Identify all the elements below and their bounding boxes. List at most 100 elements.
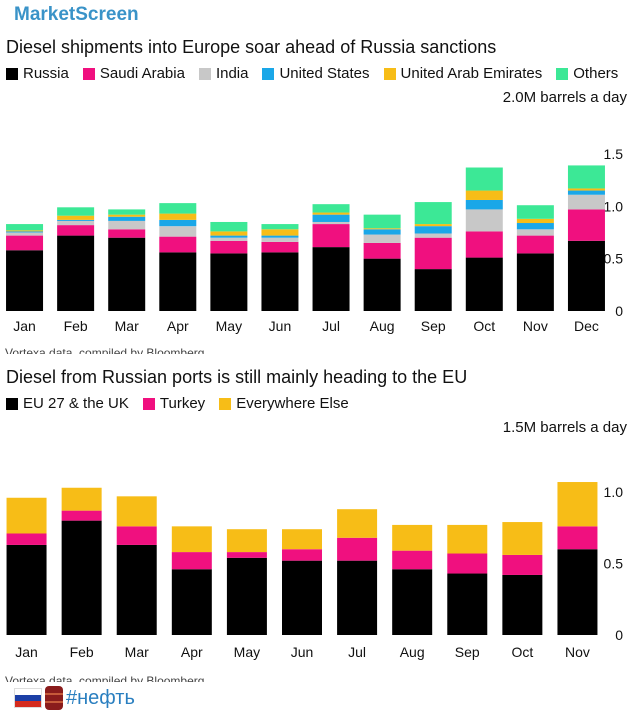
bar-segment <box>6 235 44 251</box>
bar-segment <box>557 482 598 527</box>
bar-segment <box>363 242 401 259</box>
bar-segment <box>516 218 554 224</box>
bar-segment <box>363 234 401 243</box>
bar-segment <box>447 573 488 635</box>
bar-segment <box>567 194 605 210</box>
x-tick-label: Jun <box>269 318 292 334</box>
bar-segment <box>447 524 488 554</box>
bar-segment <box>210 237 248 241</box>
y-tick-label: 0 <box>615 303 623 319</box>
bar-segment <box>516 223 554 230</box>
bar-segment <box>567 240 605 311</box>
source-note: Vortexa data, compiled by Bloomberg <box>5 674 205 682</box>
legend-item: Others <box>556 65 618 82</box>
legend-swatch <box>82 67 95 80</box>
bar-segment <box>465 190 503 200</box>
bar-segment <box>465 231 503 258</box>
x-tick-label: Jan <box>13 318 36 334</box>
legend-label: Russia <box>23 65 69 82</box>
hashtag-link[interactable]: #нефть <box>66 686 135 709</box>
bar-segment <box>6 224 44 231</box>
x-tick-label: Sep <box>455 644 480 660</box>
x-tick-label: Mar <box>115 318 139 334</box>
bar-segment <box>363 258 401 311</box>
bar-segment <box>414 269 452 311</box>
bar-segment <box>465 209 503 232</box>
bar-segment <box>414 224 452 227</box>
bar-segment <box>261 224 299 230</box>
legend-label: United Arab Emirates <box>400 65 543 82</box>
bar-segment <box>414 233 452 238</box>
bar-segment <box>261 229 299 236</box>
x-tick-label: Apr <box>167 318 189 334</box>
bar-segment <box>57 219 95 221</box>
bar-segment <box>210 235 248 238</box>
bar-segment <box>282 529 322 550</box>
bar-segment <box>261 252 299 311</box>
bar-segment <box>159 236 197 253</box>
bar-segment <box>414 202 452 225</box>
bar-segment <box>171 526 212 553</box>
x-tick-label: Dec <box>574 318 599 334</box>
bar-segment <box>6 497 47 534</box>
legend-item: Everywhere Else <box>219 395 349 412</box>
bar-segment <box>159 252 197 311</box>
bar-chart-1: 0 0.5 1.0 1.5 Jan Feb Mar Apr May Jun Jul Aug Sep Oct… <box>6 146 624 334</box>
x-tick-label: May <box>216 318 242 334</box>
bar-segment <box>312 212 350 215</box>
bar-segment <box>226 529 267 553</box>
bar-segment <box>210 240 248 254</box>
bar-segment <box>337 509 378 538</box>
bar-segment <box>108 237 146 311</box>
legend-swatch <box>142 397 155 410</box>
bar-segment <box>108 209 146 215</box>
bar-segment <box>414 237 452 270</box>
bar-segment <box>363 229 401 235</box>
bar-segment <box>465 257 503 311</box>
bar-segment <box>210 221 248 232</box>
bar-segment <box>6 230 44 232</box>
unit-label: 1.5M barrels a day <box>502 419 627 436</box>
legend-item: India <box>198 65 248 82</box>
bar-segment <box>261 235 299 238</box>
bar-segment <box>226 557 267 635</box>
bar-chart-2: 0 0.5 1.0 Jan Feb Mar Apr May Jun Jul Aug Sep Oct Nov <box>6 482 623 660</box>
legend-swatch <box>6 67 18 80</box>
legend-item: United Arab Emirates <box>383 65 543 82</box>
bar-segment <box>337 560 378 635</box>
bar-segment <box>557 526 598 550</box>
x-tick-label: Feb <box>70 644 94 660</box>
bar-segment <box>567 190 605 195</box>
y-tick-label: 0.5 <box>604 251 624 267</box>
x-tick-label: Nov <box>523 318 548 334</box>
bar-segment <box>392 569 433 635</box>
bar-segment <box>312 204 350 213</box>
legend: Russia Saudi Arabia India United States Unit… <box>6 65 618 82</box>
legend-item: Turkey <box>142 395 205 412</box>
bar-segment <box>6 231 44 233</box>
legend-item: Saudi Arabia <box>82 65 185 82</box>
bar-segment <box>6 533 47 545</box>
bar-segment <box>312 247 350 311</box>
x-tick-label: Nov <box>565 644 590 660</box>
bar-segment <box>108 216 146 221</box>
brand-title: MarketScreen <box>14 4 139 25</box>
bar-segment <box>6 544 47 635</box>
bar-segment <box>116 544 157 635</box>
bar-segment <box>61 520 102 635</box>
footer: #нефть <box>14 686 135 710</box>
bar-segment <box>516 235 554 254</box>
source-note: Vortexa data, compiled by Bloomberg <box>5 346 205 354</box>
bar-segment <box>516 205 554 219</box>
legend-swatch <box>198 67 211 80</box>
chart-title: Diesel shipments into Europe soar ahead … <box>6 37 497 57</box>
bar-segment <box>337 537 378 561</box>
legend-swatch <box>383 67 396 80</box>
bar-segment <box>392 550 433 570</box>
x-tick-label: Feb <box>64 318 88 334</box>
bar-segment <box>6 232 44 236</box>
bar-segment <box>226 552 267 558</box>
bar-segment <box>57 215 95 220</box>
bar-segment <box>171 552 212 570</box>
bar-segment <box>312 221 350 225</box>
